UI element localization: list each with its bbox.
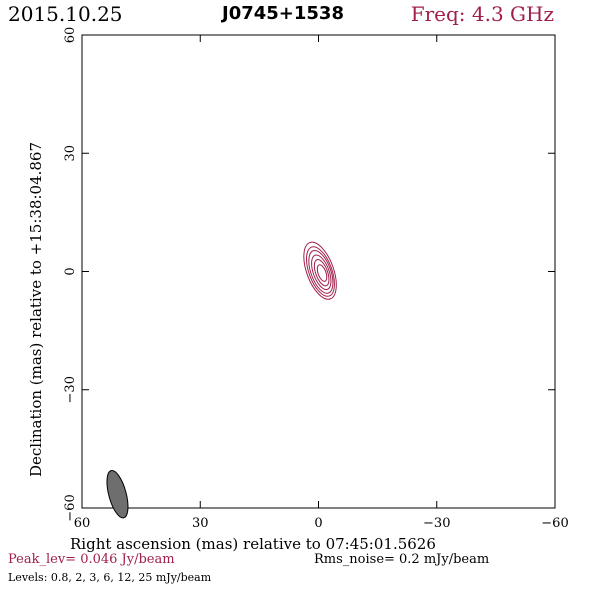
beam-group [106, 469, 129, 519]
contour-line [306, 246, 335, 297]
y-tick-label: −30 [63, 376, 78, 403]
x-tick-label: −30 [423, 516, 450, 531]
x-tick-label: 0 [314, 516, 322, 531]
x-tick-label: −60 [541, 516, 568, 531]
beam-ellipse [106, 469, 129, 519]
contour-group [303, 241, 337, 300]
y-tick-label: 0 [63, 267, 78, 275]
y-axis-label: Declination (mas) relative to +15:38:04.… [27, 142, 45, 477]
x-tick-label: 60 [74, 516, 91, 531]
y-tick-label: −60 [63, 494, 78, 521]
y-tick-label: 60 [63, 27, 78, 44]
peak-level: Peak_lev= 0.046 Jy/beam [8, 552, 175, 567]
contour-line [316, 264, 328, 282]
contour-line [308, 250, 334, 294]
contour-line [311, 254, 332, 291]
source-name: J0745+1538 [222, 3, 344, 24]
observation-date: 2015.10.25 [8, 2, 123, 26]
x-tick-labels: 60 30 0 −30 −60 [74, 516, 569, 531]
contour-line [313, 259, 330, 287]
frequency-label: Freq: 4.3 GHz [410, 2, 554, 26]
plot-frame [81, 34, 556, 509]
rms-noise: Rms_noise= 0.2 mJy/beam [314, 552, 490, 567]
y-tick-label: 30 [63, 145, 78, 162]
contour-line [303, 241, 337, 300]
x-axis-label: Right ascension (mas) relative to 07:45:… [70, 535, 436, 553]
x-tick-label: 30 [192, 516, 209, 531]
contour-levels: Levels: 0.8, 2, 3, 6, 12, 25 mJy/beam [8, 571, 212, 584]
axis-ticks [81, 34, 556, 509]
y-tick-labels: −60 −30 0 30 60 [63, 27, 78, 522]
